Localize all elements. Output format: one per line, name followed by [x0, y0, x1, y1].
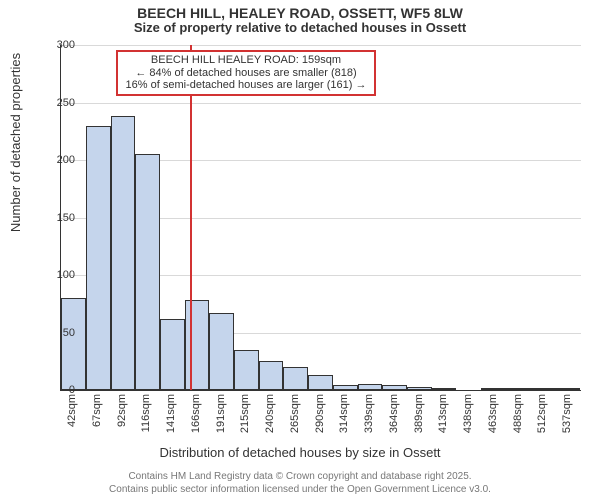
histogram-bar [209, 313, 234, 390]
x-tick-label: 191sqm [215, 394, 227, 433]
histogram-bar [86, 126, 111, 391]
chart-title-line1: BEECH HILL, HEALEY ROAD, OSSETT, WF5 8LW [0, 0, 600, 21]
x-tick-label: 389sqm [413, 394, 425, 433]
annotation-line2: ← 84% of detached houses are smaller (81… [135, 67, 356, 79]
x-tick-label: 438sqm [462, 394, 474, 433]
y-tick-label: 50 [45, 327, 75, 339]
y-tick-label: 100 [45, 269, 75, 281]
histogram-bar [259, 361, 283, 390]
x-tick-label: 537sqm [561, 394, 573, 433]
x-tick-label: 463sqm [487, 394, 499, 433]
annotation-box: BEECH HILL HEALEY ROAD: 159sqm← 84% of d… [116, 50, 376, 96]
histogram-bar [234, 350, 259, 390]
x-tick-label: 240sqm [264, 394, 276, 433]
plot-area: BEECH HILL HEALEY ROAD: 159sqm← 84% of d… [60, 45, 581, 391]
histogram-bar [358, 384, 382, 390]
histogram-bar [382, 385, 407, 390]
x-tick-label: 413sqm [437, 394, 449, 433]
histogram-bar [160, 319, 185, 390]
x-tick-label: 215sqm [239, 394, 251, 433]
histogram-bar [308, 375, 333, 390]
x-tick-label: 314sqm [338, 394, 350, 433]
x-tick-label: 364sqm [388, 394, 400, 433]
x-tick-label: 265sqm [289, 394, 301, 433]
x-tick-label: 42sqm [66, 394, 78, 427]
annotation-line3: 16% of semi-detached houses are larger (… [126, 79, 367, 91]
x-tick-label: 166sqm [190, 394, 202, 433]
histogram-bar [61, 298, 86, 390]
x-tick-label: 290sqm [314, 394, 326, 433]
histogram-bar [432, 388, 456, 390]
x-tick-label: 141sqm [165, 394, 177, 433]
footer-line2: Contains public sector information licen… [109, 484, 491, 495]
footer-attribution: Contains HM Land Registry data © Crown c… [0, 471, 600, 496]
y-tick-label: 200 [45, 154, 75, 166]
histogram-bar [135, 154, 160, 390]
gridline [61, 103, 581, 104]
chart-title-line2: Size of property relative to detached ho… [0, 21, 600, 35]
y-tick-label: 250 [45, 97, 75, 109]
x-tick-label: 488sqm [512, 394, 524, 433]
y-tick-label: 300 [45, 39, 75, 51]
x-tick-label: 339sqm [363, 394, 375, 433]
histogram-bar [111, 116, 135, 390]
annotation-line1: BEECH HILL HEALEY ROAD: 159sqm [151, 54, 341, 66]
footer-line1: Contains HM Land Registry data © Crown c… [128, 471, 471, 482]
histogram-bar [481, 388, 506, 390]
x-tick-label: 116sqm [140, 394, 152, 432]
x-axis-label: Distribution of detached houses by size … [0, 445, 600, 460]
x-tick-label: 67sqm [91, 394, 103, 427]
x-tick-label: 512sqm [536, 394, 548, 433]
histogram-bar [531, 388, 555, 390]
histogram-bar [283, 367, 308, 390]
chart-container: BEECH HILL, HEALEY ROAD, OSSETT, WF5 8LW… [0, 0, 600, 500]
x-tick-label: 92sqm [116, 394, 128, 427]
histogram-bar [506, 388, 531, 390]
histogram-bar [185, 300, 209, 390]
reference-line [190, 45, 192, 390]
histogram-bar [333, 385, 358, 390]
y-tick-label: 150 [45, 212, 75, 224]
gridline [61, 45, 581, 46]
y-axis-label: Number of detached properties [8, 53, 23, 232]
histogram-bar [555, 388, 580, 390]
histogram-bar [407, 387, 432, 390]
